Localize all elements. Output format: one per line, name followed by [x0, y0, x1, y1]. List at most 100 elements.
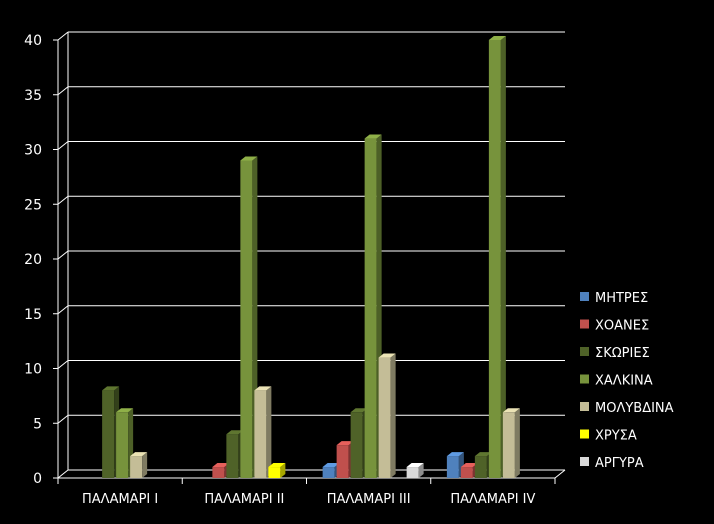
legend-swatch	[580, 374, 589, 384]
bar	[130, 452, 148, 478]
bar-top	[226, 430, 244, 435]
gridline-diag	[57, 141, 69, 150]
y-tick-label: 40	[24, 33, 42, 49]
bar-front	[378, 357, 391, 478]
legend-swatch	[580, 347, 589, 356]
gridline-diag	[57, 469, 69, 479]
bar-top	[446, 452, 464, 457]
bar-front	[336, 445, 349, 478]
legend-swatch	[580, 292, 589, 301]
bar-top	[268, 463, 286, 468]
bar-front	[240, 160, 253, 478]
bar-front	[102, 390, 115, 478]
bar-top	[474, 452, 492, 457]
y-tick-label: 0	[33, 471, 42, 487]
y-tick-label: 15	[24, 307, 42, 323]
bar	[488, 36, 506, 478]
legend-swatch	[580, 429, 589, 439]
y-tick-label: 20	[24, 252, 42, 268]
bar-top	[406, 463, 424, 468]
legend-label: ΜΗΤΡΕΣ	[595, 291, 648, 306]
gridline-diag	[57, 360, 69, 369]
y-tick-label: 10	[24, 362, 42, 378]
bar-top	[460, 463, 478, 468]
bar-front	[488, 40, 501, 478]
legend-label: ΑΡΓΥΡΑ	[595, 456, 644, 471]
floor-edge	[554, 469, 566, 479]
bar-layer	[102, 36, 520, 479]
gridline-diag	[57, 31, 69, 41]
bar-front	[502, 412, 515, 478]
bar	[406, 463, 424, 478]
y-tick-label: 30	[24, 143, 42, 159]
legend-swatch	[580, 402, 589, 411]
bar-top	[488, 36, 506, 40]
bar-side	[142, 452, 148, 478]
bar-top	[350, 408, 368, 413]
y-tick-label: 5	[33, 416, 42, 432]
bar-top	[502, 408, 520, 413]
grid-layer	[57, 31, 566, 479]
legend-item: ΜΟΛΥΒΔΙΝΑ	[580, 401, 674, 416]
legend-item: ΜΗΤΡΕΣ	[580, 291, 648, 306]
bar-front	[460, 467, 473, 478]
bar-front	[130, 456, 143, 478]
y-tick-label: 35	[24, 88, 42, 104]
bar-front	[364, 138, 377, 479]
bar-top	[336, 441, 354, 446]
bar-front	[350, 412, 363, 478]
bar-side	[514, 408, 520, 478]
legend-item: ΣΚΩΡΙΕΣ	[580, 346, 650, 361]
legend-item: ΧΑΛΚΙΝΑ	[580, 374, 653, 389]
bar-side	[500, 36, 506, 478]
bar-front	[254, 390, 267, 478]
bar-side	[280, 463, 286, 478]
legend-label: ΧΑΛΚΙΝΑ	[595, 374, 653, 389]
bar-front	[446, 456, 459, 478]
bar-top	[322, 463, 340, 468]
legend-label: ΜΟΛΥΒΔΙΝΑ	[595, 401, 674, 416]
legend-label: ΣΚΩΡΙΕΣ	[595, 346, 650, 361]
legend-label: ΧΡΥΣΑ	[595, 429, 637, 444]
legend-label: ΧΟΑΝΕΣ	[595, 319, 649, 334]
bar	[268, 463, 286, 478]
bar-front	[474, 456, 487, 478]
bar	[254, 386, 272, 478]
legend: ΜΗΤΡΕΣ ΧΟΑΝΕΣ ΣΚΩΡΙΕΣ ΧΑΛΚΙΝΑ ΜΟΛΥΒΔΙΝΑ ΧΡΥΣΑ…	[580, 291, 674, 471]
bar-front	[322, 467, 335, 478]
bar	[502, 408, 520, 478]
gridline-diag	[57, 305, 69, 315]
x-tick-label: ΠΑΛΑΜΑΡΙ ΙΙΙ	[327, 492, 411, 507]
bar-top	[212, 463, 230, 468]
bar-top	[240, 156, 258, 161]
bar-front	[116, 412, 129, 478]
gridline-diag	[57, 250, 69, 260]
legend-swatch	[580, 319, 589, 329]
y-tick-label: 25	[24, 197, 42, 213]
legend-item: ΧΡΥΣΑ	[580, 429, 637, 444]
gridline-diag	[57, 414, 69, 424]
bar-front	[226, 434, 239, 478]
bar-top	[378, 353, 396, 358]
x-tick-label: ΠΑΛΑΜΑΡΙ IV	[450, 492, 535, 507]
bar-side	[418, 463, 424, 478]
x-tick-label: ΠΑΛΑΜΑΡΙ ΙΙ	[204, 492, 284, 507]
gridline-diag	[57, 86, 69, 96]
bar-front	[212, 467, 225, 478]
legend-item: ΑΡΓΥΡΑ	[580, 456, 644, 471]
bar-front	[406, 467, 419, 478]
bar-side	[390, 353, 396, 478]
bar	[378, 353, 396, 478]
legend-item: ΧΟΑΝΕΣ	[580, 319, 649, 334]
x-tick-label: ΠΑΛΑΜΑΡΙ Ι	[82, 492, 158, 507]
legend-swatch	[580, 457, 589, 466]
gridline-diag	[57, 195, 69, 205]
bar-side	[266, 386, 272, 478]
bar-top	[116, 408, 134, 413]
bar-top	[130, 452, 148, 457]
bar-top	[102, 386, 120, 391]
bar-top	[364, 134, 382, 139]
axis-layer: 0 5 10 15 20 25 30 35 40 ΠΑΛΑΜΑΡΙ Ι ΠΑΛΑΜΑΡΙ ΙΙ ΠΑΛ…	[24, 33, 556, 507]
